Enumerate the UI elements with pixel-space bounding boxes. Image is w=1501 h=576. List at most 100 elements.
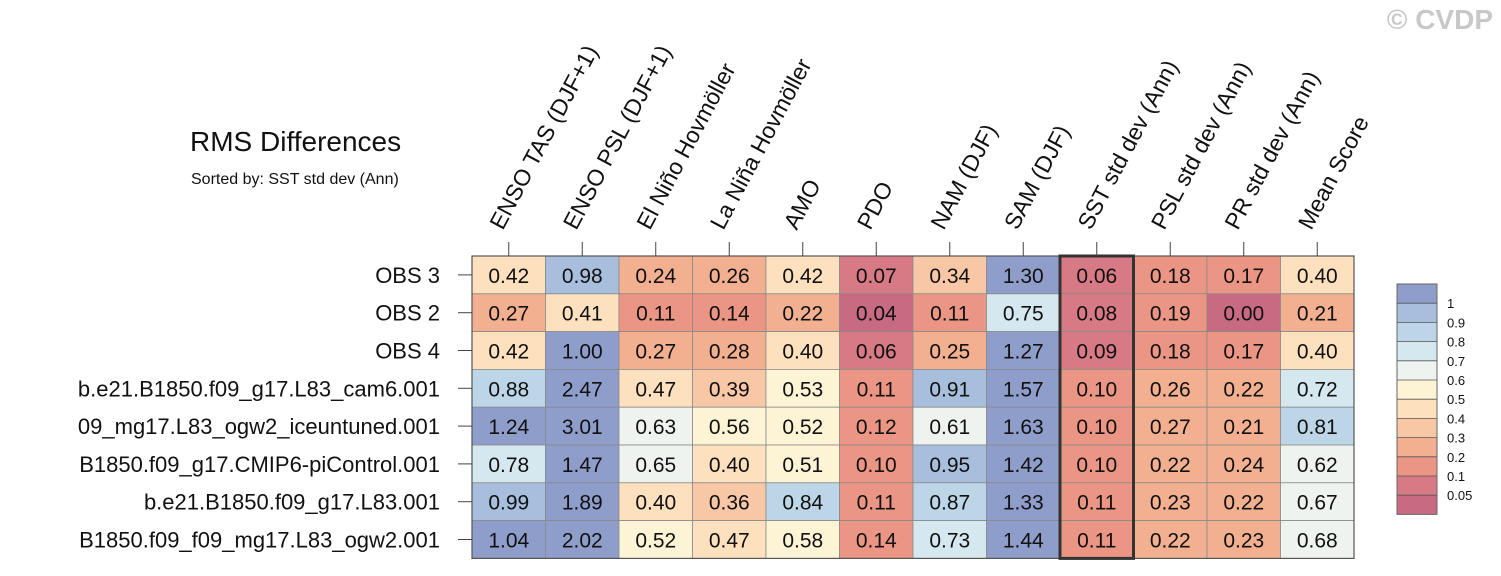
cell-value-label: 1.57 — [1003, 378, 1044, 401]
heatmap-cell — [471, 406, 546, 446]
cell-value-label: 1.00 — [562, 341, 603, 364]
cell-value-label: 0.40 — [1297, 341, 1338, 364]
colorbar-swatch — [1397, 303, 1437, 323]
heatmap-cell — [1206, 444, 1281, 484]
cell-value-label: 0.11 — [857, 378, 896, 401]
chart-subtitle: Sorted by: SST std dev (Ann) — [191, 171, 399, 188]
cell-value-label: 0.22 — [1150, 530, 1191, 553]
heatmap-cell — [1059, 482, 1134, 521]
column-label: NAM (DJF) — [925, 120, 1002, 234]
cell-value-label: 0.73 — [929, 530, 970, 553]
heatmap-cell — [1206, 406, 1281, 446]
cell-value-label: 0.22 — [1150, 454, 1191, 477]
cell-value-label: 0.40 — [1297, 265, 1338, 288]
cell-value-label: 0.88 — [488, 378, 529, 401]
colorbar-level-label: 0.05 — [1447, 488, 1472, 503]
heatmap-cell — [1206, 255, 1281, 295]
grid-border — [471, 255, 1355, 559]
heatmap-cell — [839, 406, 914, 446]
colorbar-level-label: 0.7 — [1447, 354, 1465, 369]
colorbar-swatch — [1397, 380, 1437, 400]
heatmap-cell — [1133, 406, 1208, 446]
cell-value-label: 0.72 — [1297, 378, 1338, 401]
cell-value-label: 0.07 — [856, 265, 897, 288]
heatmap-cell — [545, 444, 620, 484]
cell-value-label: 0.12 — [856, 416, 897, 439]
heatmap-cell — [839, 368, 914, 408]
row-label: OBS 2 — [375, 301, 440, 326]
cell-value-label: 0.40 — [782, 341, 823, 364]
cell-value-label: 0.41 — [562, 303, 603, 326]
cell-value-label: 0.27 — [1150, 416, 1191, 439]
cell-value-label: 0.24 — [635, 265, 676, 288]
cell-value-label: 0.22 — [782, 303, 823, 326]
cell-value-label: 1.33 — [1003, 492, 1044, 515]
row-label: B1850.f09_g17.CMIP6-piControl.001 — [79, 452, 440, 477]
heatmap-cell — [1280, 520, 1355, 559]
column-label: AMO — [778, 175, 826, 233]
colorbar-swatch — [1397, 476, 1437, 496]
cell-value-label: 3.01 — [562, 416, 603, 439]
colorbar-swatch — [1397, 456, 1437, 476]
heatmap-cell — [1206, 368, 1281, 408]
heatmap-cell — [839, 444, 914, 484]
row-label: OBS 3 — [375, 263, 440, 288]
heatmap-cell — [1133, 444, 1208, 484]
row-label: 09_mg17.L83_ogw2_iceuntuned.001 — [78, 414, 440, 439]
cell-value-label: 0.14 — [709, 303, 750, 326]
cell-value-label: 1.30 — [1003, 265, 1044, 288]
cell-value-label: 0.67 — [1297, 492, 1338, 515]
colorbar-level-label: 1 — [1447, 296, 1454, 311]
cell-value-label: 0.10 — [1076, 416, 1117, 439]
heatmap-cell — [986, 444, 1061, 484]
cell-value-label: 1.44 — [1003, 530, 1044, 553]
cell-value-label: 0.21 — [1223, 416, 1264, 439]
cell-value-label: 0.58 — [782, 530, 823, 553]
heatmap-cell — [986, 406, 1061, 446]
cell-value-label: 1.42 — [1003, 454, 1044, 477]
cell-value-label: 0.18 — [1150, 341, 1191, 364]
cell-value-label: 0.40 — [635, 492, 676, 515]
colorbar-level-label: 0.9 — [1447, 315, 1465, 330]
heatmap-cell — [912, 293, 987, 332]
cell-value-label: 0.24 — [1223, 454, 1264, 477]
column-label: PDO — [852, 177, 898, 233]
heatmap-cell — [1059, 520, 1134, 559]
heatmap-cell — [986, 255, 1061, 295]
cell-value-label: 0.14 — [856, 530, 897, 553]
heatmap-cell — [1206, 520, 1281, 559]
cell-value-label: 0.42 — [782, 265, 823, 288]
colorbar-swatch — [1397, 341, 1437, 361]
cell-value-label: 0.47 — [635, 378, 676, 401]
heatmap-cell — [471, 331, 546, 370]
cell-value-label: 0.10 — [856, 454, 897, 477]
heatmap-cell — [765, 444, 840, 484]
heatmap-cell — [1280, 482, 1355, 521]
heatmap-cell — [1059, 293, 1134, 332]
cell-value-label: 0.09 — [1076, 341, 1117, 364]
heatmap-cell — [1133, 331, 1208, 370]
cell-value-label: 0.99 — [488, 492, 529, 515]
cell-value-label: 0.40 — [709, 454, 750, 477]
row-label: OBS 4 — [375, 339, 440, 364]
heatmap-cell — [912, 368, 987, 408]
heatmap-cell — [618, 368, 693, 408]
heatmap-cell — [765, 406, 840, 446]
heatmap-cell — [545, 368, 620, 408]
cell-value-label: 0.27 — [488, 303, 529, 326]
cell-value-label: 0.25 — [929, 341, 970, 364]
cell-value-label: 1.24 — [488, 416, 529, 439]
colorbar-swatch — [1397, 399, 1437, 419]
colorbar-level-label: 0.6 — [1447, 373, 1465, 388]
cell-value-label: 0.11 — [1077, 530, 1116, 553]
heatmap-cell — [839, 482, 914, 521]
cell-value-label: 0.11 — [930, 303, 969, 326]
cell-value-label: 0.00 — [1223, 303, 1264, 326]
cell-value-label: 0.34 — [929, 265, 970, 288]
colorbar-swatch — [1397, 322, 1437, 342]
cell-value-label: 0.68 — [1297, 530, 1338, 553]
heatmap-cell — [1206, 293, 1281, 332]
colorbar-level-label: 0.3 — [1447, 431, 1465, 446]
heatmap-cell — [545, 255, 620, 295]
